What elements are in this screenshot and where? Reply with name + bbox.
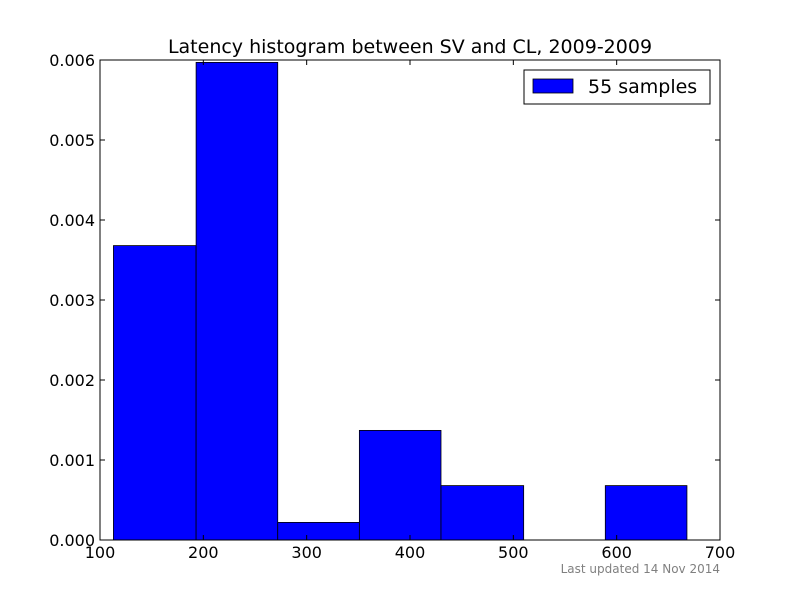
x-tick-label: 100	[85, 543, 116, 562]
histogram-bar	[358, 429, 442, 541]
y-tick-label: 0.001	[49, 451, 95, 470]
y-tick-label: 0.004	[49, 211, 95, 230]
x-tick-label: 300	[291, 543, 322, 562]
last-updated-note: Last updated 14 Nov 2014	[560, 562, 720, 576]
x-tick-label: 500	[498, 543, 529, 562]
plot-frame	[99, 59, 721, 541]
x-tick-labels: 100 200 300 400 500 600 700	[85, 543, 736, 562]
y-tick-labels: 0.000 0.001 0.002 0.003 0.004 0.005 0.006	[49, 51, 95, 550]
x-tick-label: 200	[188, 543, 219, 562]
y-tick-label: 0.006	[49, 51, 95, 70]
histogram-bar	[195, 62, 279, 541]
x-tick-label: 600	[601, 543, 632, 562]
legend: 55 samples	[523, 69, 711, 105]
legend-swatch	[532, 78, 574, 94]
y-tick-label: 0.003	[49, 291, 95, 310]
histogram-bar	[277, 522, 360, 541]
y-tick-label: 0.002	[49, 371, 95, 390]
y-tick-label: 0.000	[49, 531, 95, 550]
legend-label: 55 samples	[588, 76, 697, 98]
x-tick-label: 400	[395, 543, 426, 562]
histogram-bar	[113, 245, 197, 541]
histogram-bar	[440, 485, 525, 541]
y-tick-label: 0.005	[49, 131, 95, 150]
x-tick-label: 700	[705, 543, 736, 562]
histogram-bar	[604, 485, 688, 541]
bars-group	[113, 62, 688, 541]
chart-title: Latency histogram between SV and CL, 200…	[168, 36, 652, 58]
